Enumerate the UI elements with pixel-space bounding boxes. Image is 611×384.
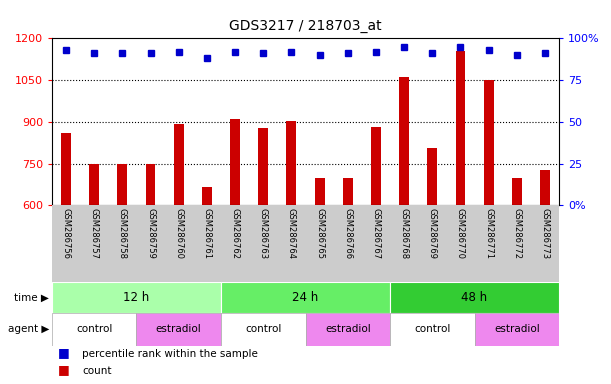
Bar <box>202 187 212 205</box>
Text: time ▶: time ▶ <box>14 293 49 303</box>
Bar <box>145 164 155 205</box>
Text: estradiol: estradiol <box>156 324 202 334</box>
Bar <box>484 80 494 205</box>
Text: control: control <box>245 324 282 334</box>
Text: GSM286767: GSM286767 <box>371 208 381 259</box>
FancyBboxPatch shape <box>531 205 559 282</box>
Bar <box>343 177 353 205</box>
Text: GSM286757: GSM286757 <box>90 208 99 259</box>
Text: GSM286768: GSM286768 <box>400 208 409 259</box>
Text: GSM286772: GSM286772 <box>512 208 521 259</box>
Text: GSM286773: GSM286773 <box>541 208 549 259</box>
FancyBboxPatch shape <box>277 205 306 282</box>
Text: GSM286762: GSM286762 <box>230 208 240 259</box>
Bar <box>371 127 381 205</box>
Text: control: control <box>414 324 450 334</box>
FancyBboxPatch shape <box>306 205 334 282</box>
Text: GSM286761: GSM286761 <box>202 208 211 259</box>
FancyBboxPatch shape <box>362 205 390 282</box>
Bar <box>89 164 99 205</box>
Text: estradiol: estradiol <box>494 324 540 334</box>
Text: percentile rank within the sample: percentile rank within the sample <box>82 349 258 359</box>
Text: 48 h: 48 h <box>461 291 488 304</box>
Bar <box>399 78 409 205</box>
Bar <box>390 282 559 313</box>
FancyBboxPatch shape <box>390 205 418 282</box>
Bar <box>390 313 475 346</box>
Bar <box>221 313 306 346</box>
Bar <box>221 282 390 313</box>
FancyBboxPatch shape <box>52 205 80 282</box>
Text: GSM286759: GSM286759 <box>146 208 155 258</box>
Bar <box>52 282 221 313</box>
Text: 24 h: 24 h <box>293 291 318 304</box>
Bar <box>287 121 296 205</box>
FancyBboxPatch shape <box>475 205 503 282</box>
Text: GSM286765: GSM286765 <box>315 208 324 259</box>
Text: GSM286758: GSM286758 <box>118 208 127 259</box>
Text: ■: ■ <box>58 363 70 376</box>
Bar <box>61 133 71 205</box>
FancyBboxPatch shape <box>108 205 136 282</box>
Text: ■: ■ <box>58 346 70 359</box>
FancyBboxPatch shape <box>503 205 531 282</box>
Bar <box>475 313 559 346</box>
Bar <box>230 119 240 205</box>
Text: GSM286769: GSM286769 <box>428 208 437 259</box>
Bar <box>136 313 221 346</box>
FancyBboxPatch shape <box>80 205 108 282</box>
Text: count: count <box>82 366 112 376</box>
Text: 12 h: 12 h <box>123 291 150 304</box>
Text: GSM286766: GSM286766 <box>343 208 353 259</box>
Text: GSM286770: GSM286770 <box>456 208 465 259</box>
Text: GSM286764: GSM286764 <box>287 208 296 259</box>
FancyBboxPatch shape <box>136 205 164 282</box>
FancyBboxPatch shape <box>334 205 362 282</box>
Text: control: control <box>76 324 112 334</box>
Bar <box>456 51 466 205</box>
Bar <box>52 313 136 346</box>
FancyBboxPatch shape <box>221 205 249 282</box>
Bar <box>315 178 324 205</box>
Text: GSM286756: GSM286756 <box>62 208 70 259</box>
Bar <box>117 164 127 205</box>
Bar <box>427 147 437 205</box>
FancyBboxPatch shape <box>418 205 447 282</box>
Bar <box>258 128 268 205</box>
FancyBboxPatch shape <box>193 205 221 282</box>
FancyBboxPatch shape <box>164 205 193 282</box>
Bar <box>540 170 550 205</box>
Text: GSM286763: GSM286763 <box>258 208 268 259</box>
Text: estradiol: estradiol <box>325 324 371 334</box>
Text: agent ▶: agent ▶ <box>7 324 49 334</box>
FancyBboxPatch shape <box>249 205 277 282</box>
Text: GSM286771: GSM286771 <box>484 208 493 259</box>
FancyBboxPatch shape <box>447 205 475 282</box>
Bar <box>512 177 522 205</box>
Text: GDS3217 / 218703_at: GDS3217 / 218703_at <box>229 19 382 33</box>
Bar <box>306 313 390 346</box>
Text: GSM286760: GSM286760 <box>174 208 183 259</box>
Bar <box>174 124 184 205</box>
